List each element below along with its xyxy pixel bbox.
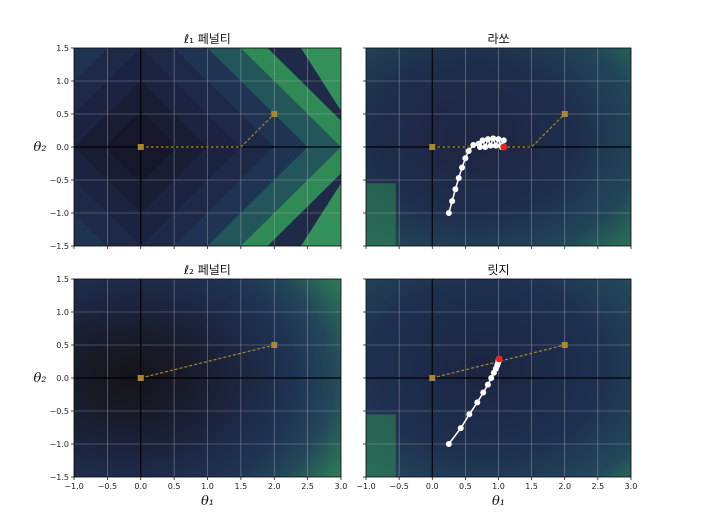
l1-penalty-reference-marker-0 [137,144,144,150]
l1-penalty-title: ℓ₁ 페널티 [183,32,231,46]
l1-penalty-reference-marker-1 [271,111,278,117]
ridge-end-point [495,355,503,363]
ridge-x-tick-label: −1.0 [356,482,375,491]
l2-penalty-y-tick-label: 0.5 [56,341,69,350]
l1-penalty-y-tick-label: 1.0 [56,77,69,86]
l2-penalty-y-tick-label: 1.5 [56,275,69,284]
l2-penalty-y-tick-label: 0.0 [56,374,69,383]
ridge-x-tick-label: 0.0 [426,482,439,491]
ridge-path-point-5 [484,381,491,388]
ridge-x-tick-label: 1.0 [492,482,505,491]
lasso-path-point-10 [479,137,486,144]
l2-penalty-x-tick-label: −0.5 [98,482,117,491]
l1-penalty-y-tick-label: 0.5 [56,110,69,119]
l2-penalty-reference-path [140,344,275,379]
lasso-path-point-16 [495,136,502,143]
ridge-x-tick-label: 2.0 [558,482,571,491]
lasso-reference-path [432,113,566,148]
lasso-reference-marker-1 [561,111,568,117]
lasso-path-point-1 [449,198,456,205]
l1-penalty-contour-corner-top [300,48,341,111]
l2-penalty-y-tick-label: −1.5 [50,473,69,482]
ridge-path-point-4 [480,389,487,396]
lasso-path-point-14 [490,135,497,142]
lasso-path-point-7 [470,142,477,149]
panel-l1-penalty: ℓ₁ 페널티 1.5 1.0 0.5 0.0 −0.5 −1.0 −1.5 θ₂ [33,32,342,251]
lasso-path-point-9 [476,144,483,150]
ridge-title: 릿지 [487,263,509,277]
l2-penalty-x-tick-label: −1.0 [64,482,83,491]
lasso-path-point-2 [452,186,459,193]
l1-penalty-y-tick-label: 1.5 [56,44,69,53]
lasso-contour-corner [366,183,396,246]
ridge-x-tick-label: −0.5 [389,482,408,491]
l2-penalty-x-tick-label: 2.0 [268,482,281,491]
l2-penalty-x-tick-label: 0.5 [168,482,181,491]
ridge-reference-path [432,344,565,379]
l1-penalty-plot-area [74,48,341,246]
l2-penalty-x-tick-label: 2.5 [301,482,314,491]
ridge-reference-marker-1 [561,342,568,348]
lasso-path-point-6 [465,147,472,154]
ridge-x-tick-label: 3.0 [625,482,638,491]
l2-penalty-x-tick-label: 1.0 [201,482,214,491]
ridge-x-tick-label: 0.5 [459,482,472,491]
ridge-x-tick-label: 1.5 [525,482,538,491]
ridge-path-point-1 [457,425,464,432]
ridge-path-point-0 [445,441,452,447]
lasso-path-point-0 [445,210,452,216]
l2-penalty-x-tick-label: 0.0 [134,482,147,491]
panel-lasso: 라쏘 [363,32,632,249]
lasso-path-point-4 [459,164,466,171]
panel-l2-penalty: ℓ₂ 페널티 −1.0 −0.5 0.0 0.5 1.0 1.5 2.0 2.5 3.0 1.5 1.… [33,263,347,509]
l2-penalty-plot-area [74,279,341,477]
ridge-plot-area [366,279,631,477]
l2-penalty-x-tick-label: 3.0 [335,482,348,491]
lasso-title: 라쏘 [487,32,509,46]
ridge-reference-marker-0 [429,375,436,381]
lasso-path-point-12 [484,136,491,143]
lasso-path-point-11 [482,144,489,150]
lasso-end-point [500,143,508,151]
l2-penalty-y-tick-label: 1.0 [56,308,69,317]
l2-penalty-y-tick-label: −1.0 [50,440,69,449]
lasso-plot-area [366,48,631,246]
lasso-reference-marker-0 [429,144,436,150]
l1-penalty-y-tick-label: −1.5 [50,242,69,251]
l2-penalty-reference-marker-0 [137,375,144,381]
l2-penalty-title: ℓ₂ 페널티 [183,263,231,277]
lasso-path-point-18 [500,137,507,144]
l2-penalty-x-tick-label: 1.5 [235,482,248,491]
ridge-path-point-6 [488,375,495,381]
ridge-xlabel: θ₁ [492,494,505,509]
ridge-path-point-2 [466,411,473,418]
ridge-path-point-3 [474,399,481,406]
l1-penalty-y-tick-label: −1.0 [50,209,69,218]
lasso-path-point-13 [487,142,494,149]
l1-penalty-ylabel: θ₂ [33,140,46,155]
l2-penalty-y-tick-label: −0.5 [50,407,69,416]
ridge-x-tick-label: 2.5 [592,482,605,491]
panel-ridge: 릿지 −1.0 −0.5 0.0 0.5 1.0 1.5 2.0 2.5 3.0 θ₁ [356,263,637,509]
lasso-path-point-3 [455,175,462,182]
l1-penalty-y-tick-label: 0.0 [56,143,69,152]
ridge-contour-corner [366,414,396,477]
lasso-path-point-15 [492,142,499,149]
lasso-path-point-5 [462,155,469,162]
l1-penalty-contour-corner-bottom [300,183,341,246]
l1-penalty-reference-path [140,113,275,148]
l2-penalty-ylabel: θ₂ [33,371,46,386]
l2-penalty-reference-marker-1 [271,342,278,348]
l1-penalty-y-tick-label: −0.5 [50,176,69,185]
l2-penalty-xlabel: θ₁ [201,494,214,509]
